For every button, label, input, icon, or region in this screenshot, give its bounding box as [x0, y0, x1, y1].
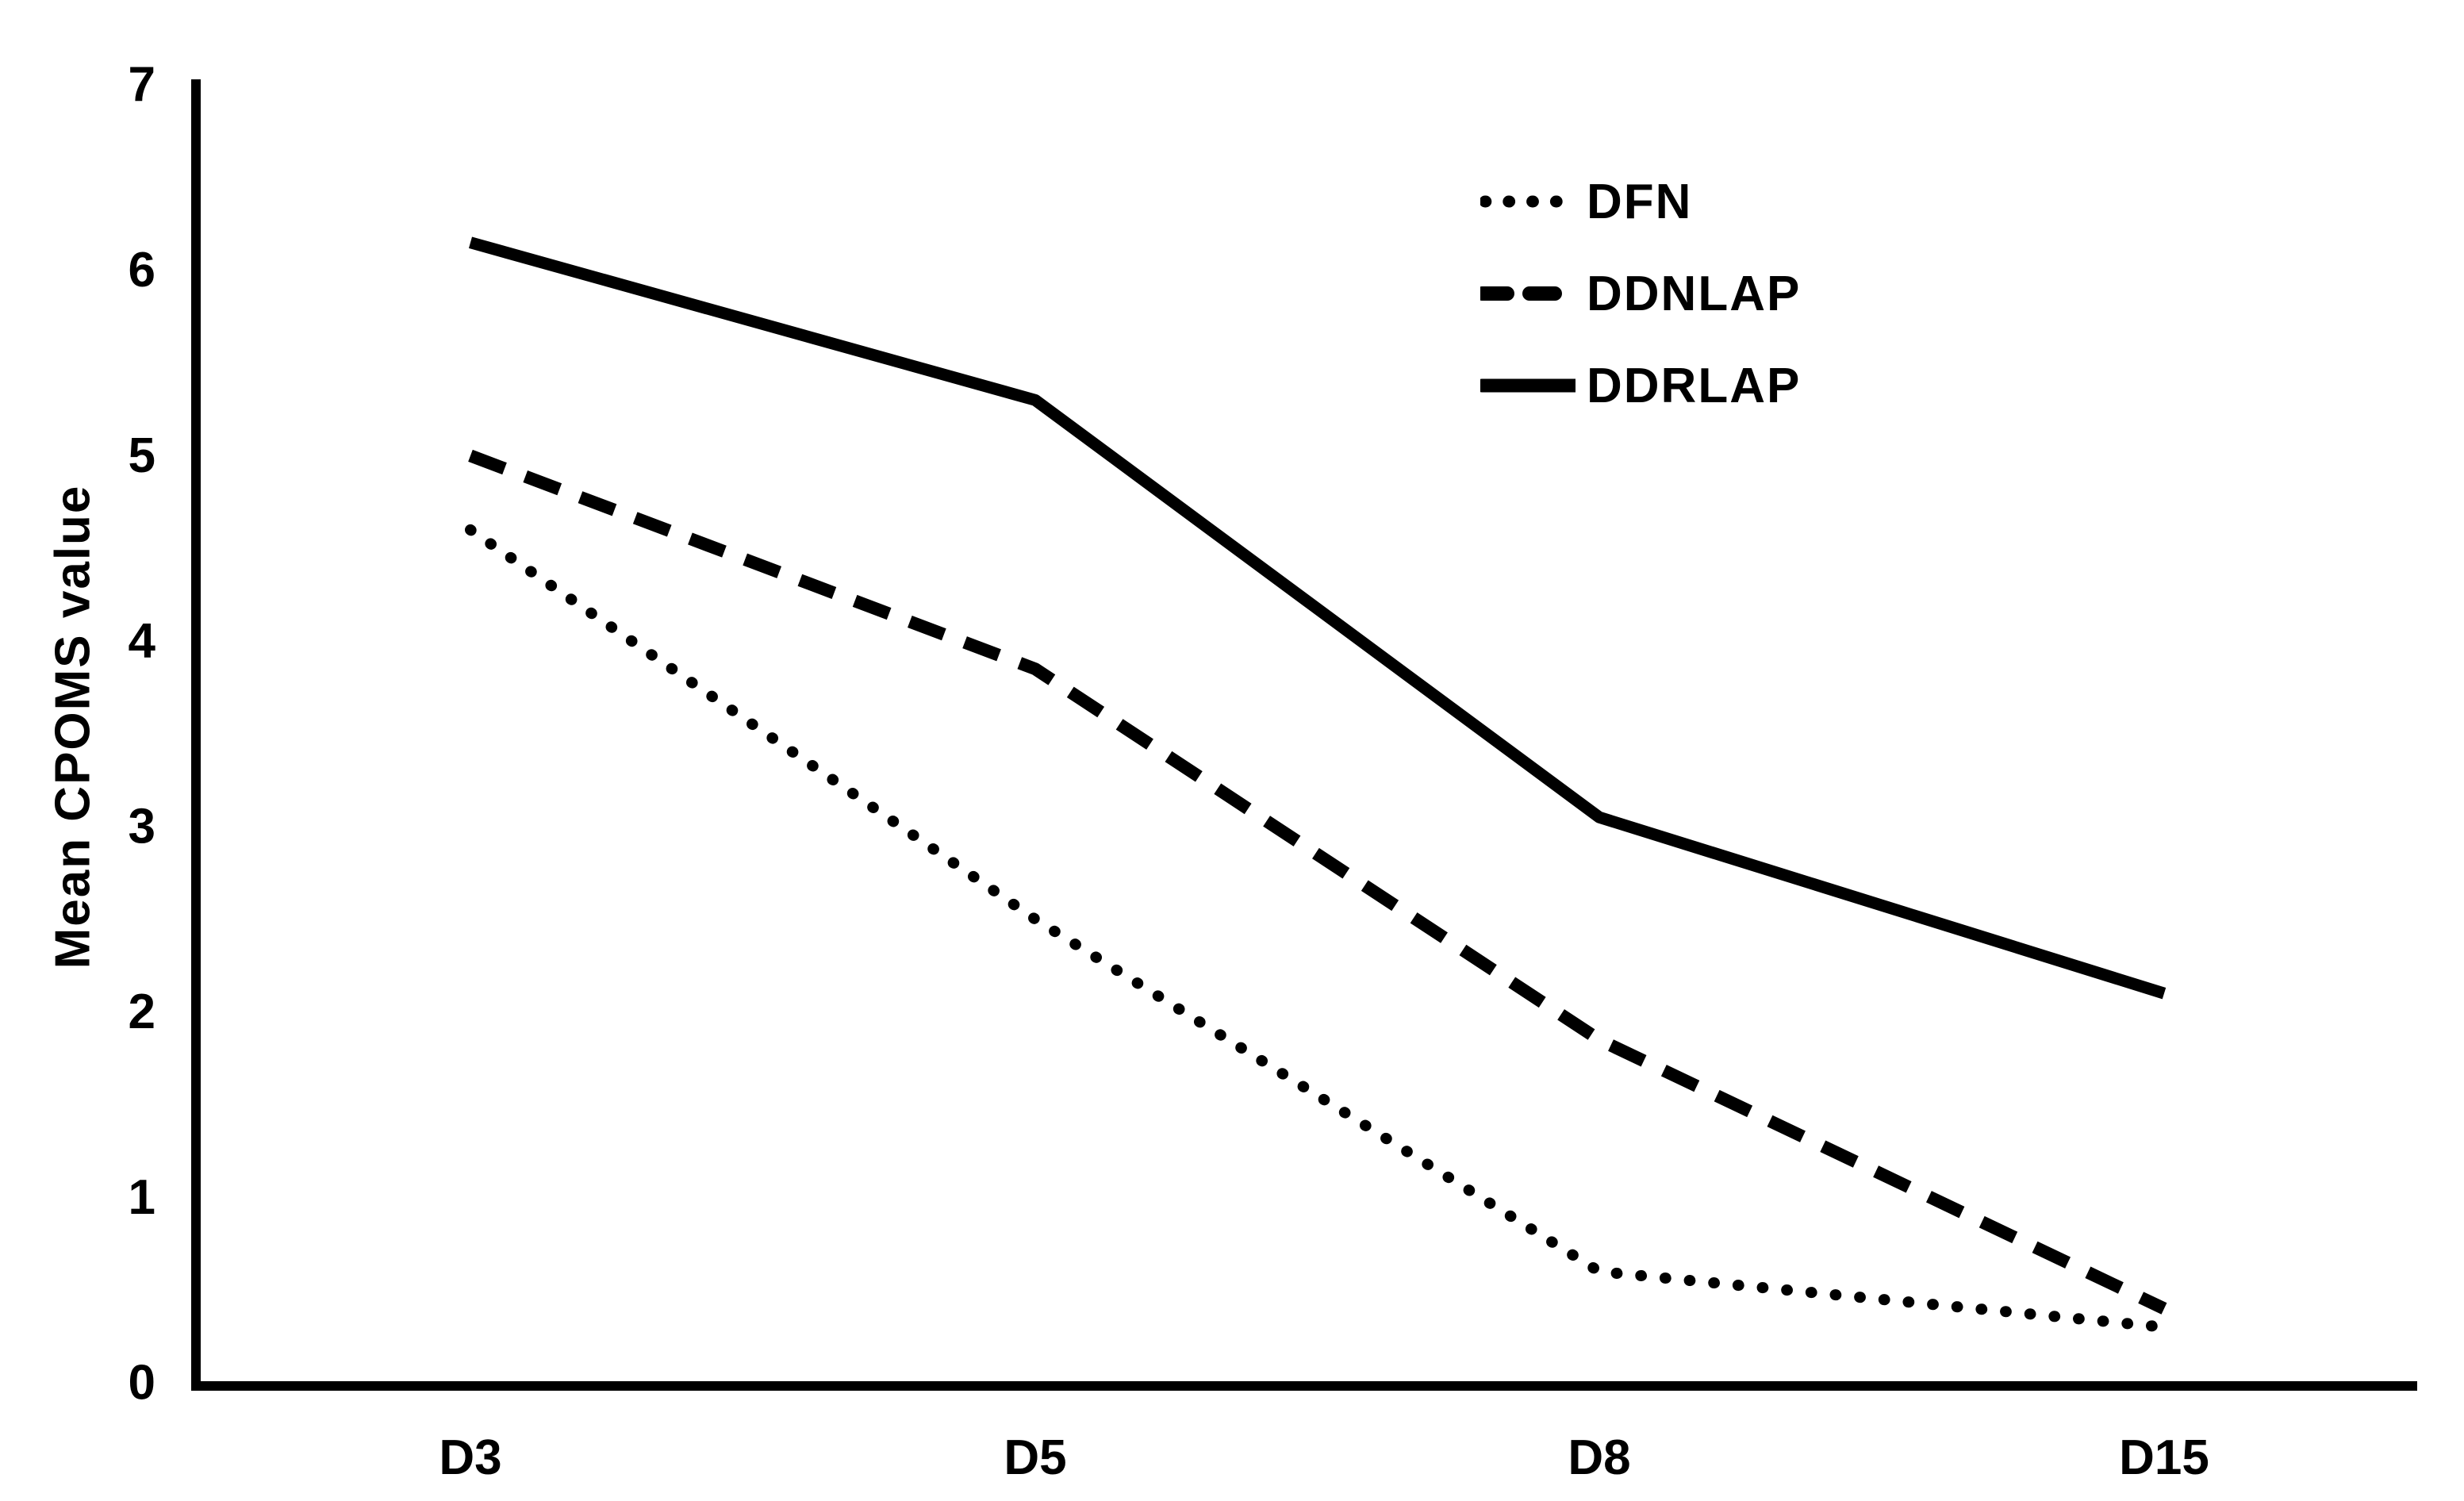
x-tick-label: D8 — [1568, 1430, 1630, 1485]
y-tick-label: 6 — [129, 243, 155, 298]
legend-item-dfn: DFN — [1480, 173, 1801, 230]
axes — [191, 79, 2417, 1391]
x-tick-label: D3 — [439, 1430, 501, 1485]
y-tick-label: 7 — [129, 58, 155, 113]
y-tick-label: 1 — [129, 1170, 155, 1225]
x-tick-label: D15 — [2119, 1430, 2209, 1485]
y-axis-title: Mean CPOMS value — [45, 484, 101, 969]
y-tick-label: 3 — [129, 799, 155, 854]
legend-label-ddrlap: DDRLAP — [1587, 358, 1802, 413]
y-tick-label: 4 — [129, 614, 156, 669]
series-line-ddnlap — [468, 449, 2167, 1315]
series-line-dfn — [465, 524, 2170, 1333]
legend: DFN DDNLAP DDRLAP — [1480, 173, 1801, 414]
solid-line-swatch-icon — [1480, 376, 1576, 395]
series-lines — [465, 236, 2170, 1333]
legend-label-dfn: DFN — [1587, 174, 1693, 229]
tick-labels: 0 1 2 3 4 5 6 7 D3 D5 D8 D15 — [129, 58, 2209, 1486]
series-line-ddrlap — [468, 236, 2167, 1000]
legend-item-ddnlap: DDNLAP — [1480, 265, 1801, 322]
legend-label-ddnlap: DDNLAP — [1587, 266, 1802, 321]
y-tick-label: 0 — [129, 1356, 155, 1411]
legend-item-ddrlap: DDRLAP — [1480, 357, 1801, 414]
x-tick-label: D5 — [1004, 1430, 1066, 1485]
y-tick-label: 2 — [129, 985, 155, 1039]
dotted-line-swatch-icon — [1480, 192, 1576, 211]
y-tick-label: 5 — [129, 428, 155, 483]
dashed-line-swatch-icon — [1480, 284, 1576, 303]
